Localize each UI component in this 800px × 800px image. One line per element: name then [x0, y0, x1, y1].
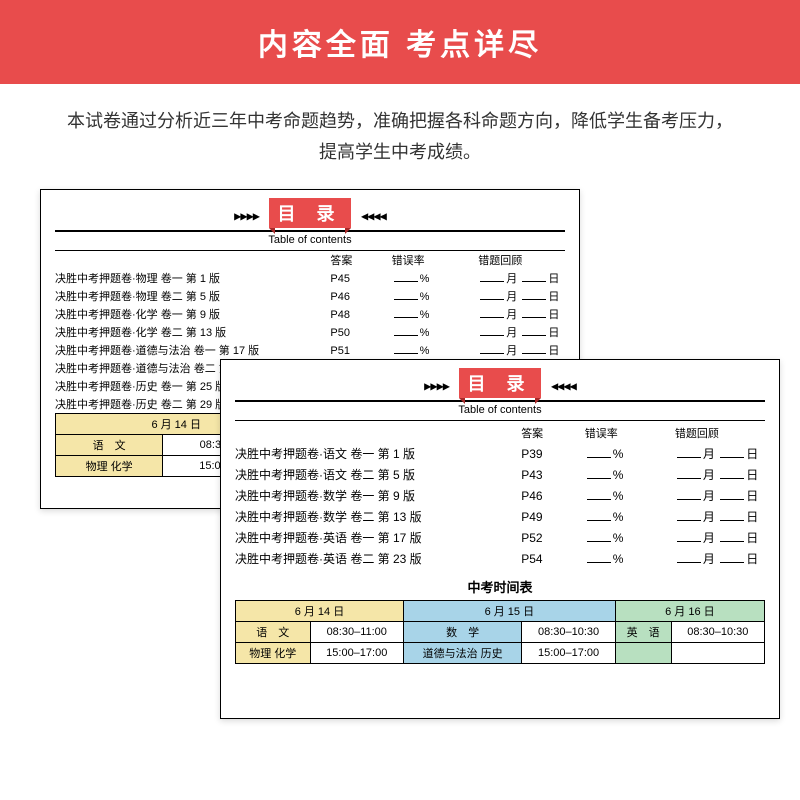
schedule-2: 6 月 14 日 6 月 15 日 6 月 16 日 语 文08:30–11:0… [235, 600, 765, 664]
table-row: 决胜中考押题卷·物理 卷一 第 1 版P45%月 日 [41, 269, 579, 287]
banner: 内容全面 考点详尽 [0, 0, 800, 84]
col-headers: 答案 错误率 错题回顾 [221, 421, 779, 443]
table-row: 决胜中考押题卷·语文 卷一 第 1 版P39%月 日 [221, 443, 779, 464]
table-row: 决胜中考押题卷·数学 卷二 第 13 版P49%月 日 [221, 506, 779, 527]
col-headers: 答案 错误率 错题回顾 [41, 251, 579, 269]
toc-subtitle: Table of contents [235, 404, 765, 421]
toc-title: 目 录 [459, 368, 540, 398]
arrows-left: ▶▶▶▶ [424, 379, 449, 393]
table-row: 决胜中考押题卷·数学 卷一 第 9 版P46%月 日 [221, 485, 779, 506]
toc-title: 目 录 [269, 198, 350, 228]
arrows-right: ◀◀◀◀ [361, 209, 386, 223]
table-row: 决胜中考押题卷·英语 卷二 第 23 版P54%月 日 [221, 548, 779, 569]
subtitle: 本试卷通过分析近三年中考命题趋势，准确把握各科命题方向，降低学生备考压力，提高学… [0, 84, 800, 189]
table-row: 决胜中考押题卷·物理 卷二 第 5 版P46%月 日 [41, 287, 579, 305]
toc-subtitle: Table of contents [55, 234, 565, 251]
schedule-title: 中考时间表 [221, 569, 779, 600]
table-row: 决胜中考押题卷·语文 卷二 第 5 版P43%月 日 [221, 464, 779, 485]
table-row: 决胜中考押题卷·化学 卷一 第 9 版P48%月 日 [41, 305, 579, 323]
arrows-left: ▶▶▶▶ [234, 209, 259, 223]
table-row: 决胜中考押题卷·英语 卷一 第 17 版P52%月 日 [221, 527, 779, 548]
table-row: 决胜中考押题卷·道德与法治 卷一 第 17 版P51%月 日 [41, 341, 579, 359]
table-row: 决胜中考押题卷·化学 卷二 第 13 版P50%月 日 [41, 323, 579, 341]
toc-card-2: ▶▶▶▶ 目 录 ◀◀◀◀ Table of contents 答案 错误率 错… [220, 359, 780, 719]
rows-container-2: 决胜中考押题卷·语文 卷一 第 1 版P39%月 日决胜中考押题卷·语文 卷二 … [221, 443, 779, 569]
cards-area: ▶▶▶▶ 目 录 ◀◀◀◀ Table of contents 答案 错误率 错… [0, 189, 800, 729]
arrows-right: ◀◀◀◀ [551, 379, 576, 393]
